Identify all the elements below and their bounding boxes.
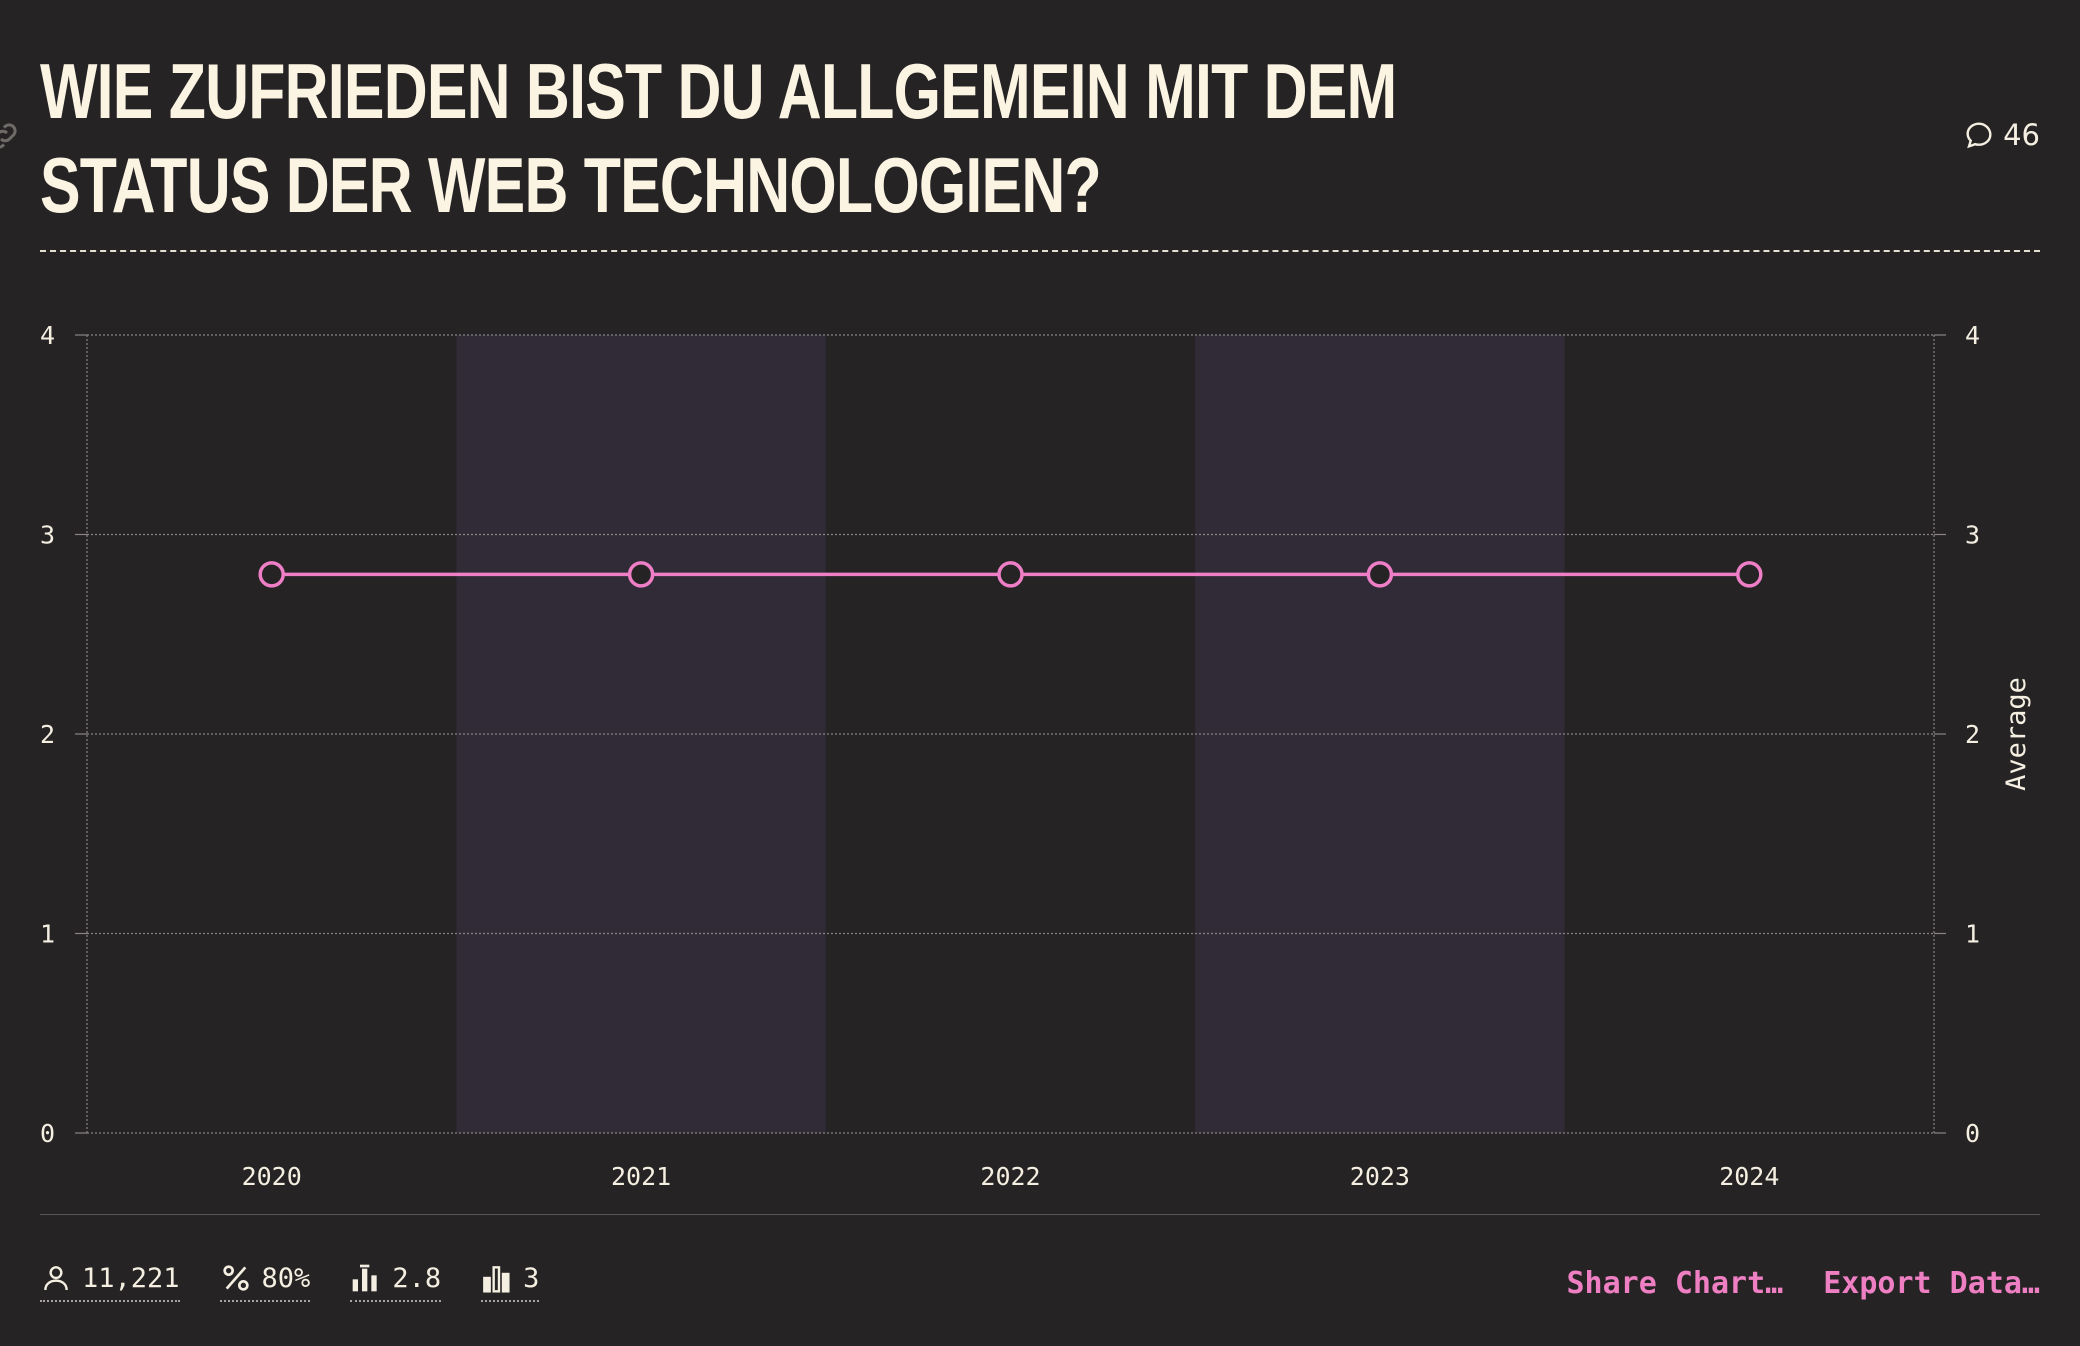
average-value: 2.8 bbox=[392, 1262, 442, 1294]
footer-divider bbox=[40, 1214, 2040, 1215]
x-tick-label: 2024 bbox=[1719, 1162, 1779, 1191]
percentage-stat[interactable]: 80% bbox=[219, 1262, 311, 1302]
y-tick-label-left: 0 bbox=[40, 1119, 55, 1148]
comments-count: 46 bbox=[2003, 118, 2040, 152]
y-tick-label-left: 4 bbox=[40, 321, 55, 350]
percent-icon bbox=[222, 1265, 249, 1291]
buckets-value: 3 bbox=[523, 1262, 540, 1294]
line-chart: 0 0 1 1 2 2 3 3 4 4 Average 2020 2021 2022 2023 2024 bbox=[40, 321, 2032, 1191]
comment-icon bbox=[1966, 122, 1992, 149]
link-icon[interactable] bbox=[0, 118, 22, 154]
x-tick-label: 2020 bbox=[242, 1162, 302, 1191]
stats-bar: 11,221 80% 2.8 3 bbox=[40, 1262, 540, 1302]
average-stat[interactable]: 2.8 bbox=[350, 1262, 442, 1302]
x-tick-label: 2023 bbox=[1350, 1162, 1410, 1191]
y-axis-label: Average bbox=[2001, 677, 2032, 791]
data-point bbox=[997, 561, 1024, 588]
y-tick-label-right: 4 bbox=[1965, 321, 1980, 350]
y-tick-label-left: 3 bbox=[40, 521, 55, 550]
y-tick-label-right: 2 bbox=[1965, 720, 1980, 749]
comments-button[interactable]: 46 bbox=[1963, 118, 2040, 152]
chart-header: Wie zufrieden bist du allgemein mit dem … bbox=[40, 44, 2040, 250]
chart-actions: Share Chart… Export Data… bbox=[1567, 1262, 2041, 1301]
buckets-stat[interactable]: 3 bbox=[481, 1262, 540, 1302]
header-divider bbox=[40, 250, 2040, 252]
average-bars-icon bbox=[352, 1264, 377, 1292]
person-icon bbox=[44, 1266, 68, 1291]
y-tick-label-right: 0 bbox=[1965, 1119, 1980, 1148]
export-data-button[interactable]: Export Data… bbox=[1823, 1266, 2040, 1301]
data-point bbox=[1736, 561, 1763, 588]
bar-chart-icon bbox=[483, 1266, 510, 1293]
data-point bbox=[258, 561, 285, 588]
share-chart-button[interactable]: Share Chart… bbox=[1566, 1266, 1784, 1301]
respondents-stat[interactable]: 11,221 bbox=[40, 1262, 180, 1302]
y-tick-label-left: 2 bbox=[40, 720, 55, 749]
data-point bbox=[627, 561, 655, 588]
percentage-value: 80% bbox=[261, 1262, 311, 1294]
x-tick-label: 2022 bbox=[980, 1162, 1040, 1191]
y-tick-label-left: 1 bbox=[40, 920, 55, 949]
y-tick-label-right: 1 bbox=[1965, 920, 1980, 949]
respondents-value: 11,221 bbox=[82, 1262, 180, 1294]
chart-title: Wie zufrieden bist du allgemein mit dem … bbox=[40, 47, 1397, 229]
y-tick-label-right: 3 bbox=[1965, 521, 1980, 550]
chart-footer: 11,221 80% 2.8 3 bbox=[40, 1262, 2040, 1322]
data-point bbox=[1366, 561, 1394, 588]
x-tick-label: 2021 bbox=[611, 1162, 671, 1191]
